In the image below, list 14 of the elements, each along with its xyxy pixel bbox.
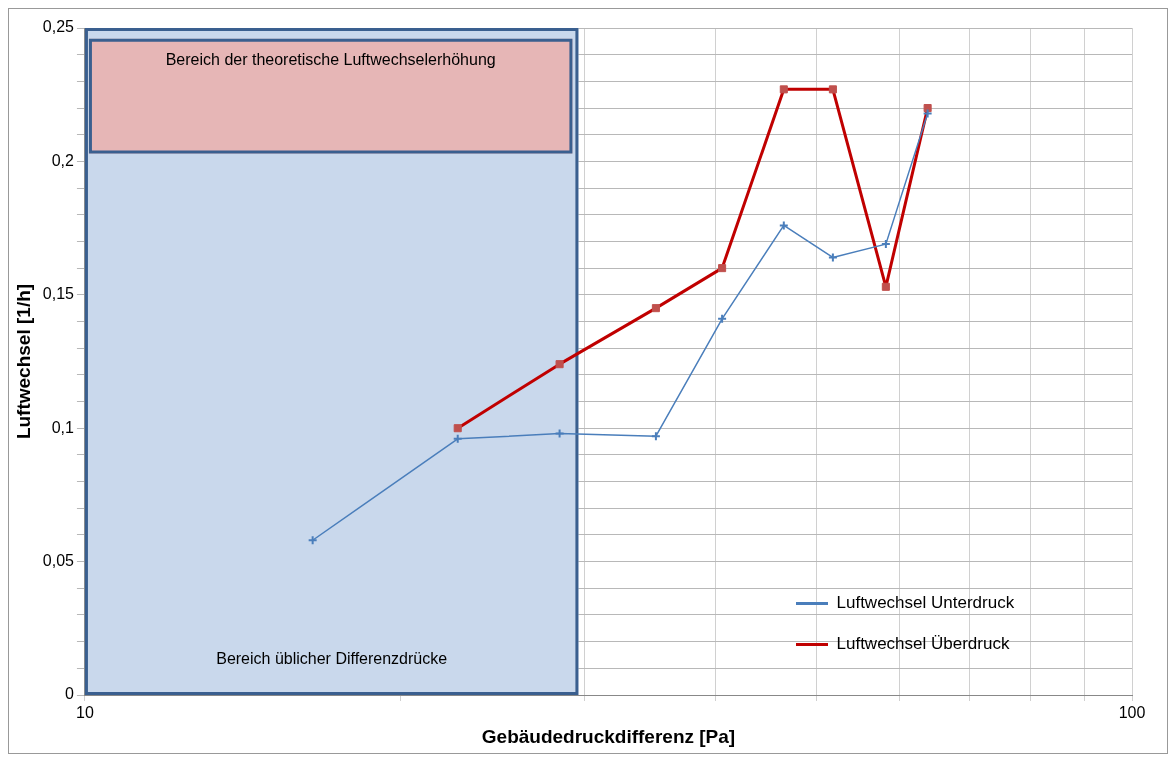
y-tick-label: 0	[65, 685, 75, 703]
band-label: Bereich üblicher Differenzdrücke	[216, 650, 448, 668]
x-axis-title: Gebäudedruckdifferenz [Pa]	[481, 725, 736, 747]
y-tick-label: 0,15	[42, 285, 75, 303]
band-label: Bereich der theoretische Luftwechselerhöhung	[165, 51, 496, 69]
legend-label: Luftwechsel Unterdruck	[836, 593, 1015, 613]
y-axis-title: Luftwechsel [1/h]	[12, 283, 34, 440]
legend-label: Luftwechsel Überdruck	[836, 634, 1010, 654]
x-tick-label: 100	[1118, 704, 1146, 722]
x-tick-label: 10	[76, 704, 94, 722]
y-tick-label: 0,2	[51, 151, 75, 169]
y-tick-label: 0,05	[42, 552, 75, 570]
y-tick-label: 0,1	[51, 418, 75, 436]
y-tick-label: 0,25	[42, 18, 75, 36]
